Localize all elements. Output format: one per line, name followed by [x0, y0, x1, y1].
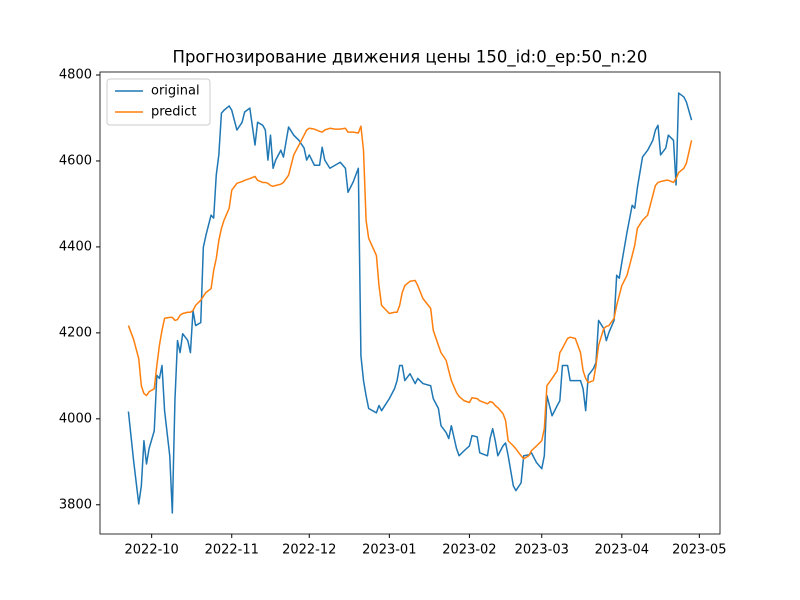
- y-tick-label: 4400: [59, 239, 92, 254]
- x-tick-label: 2023-03: [515, 543, 569, 558]
- data-line: [127, 92, 693, 514]
- plot-frame: [99, 71, 721, 535]
- x-tick-label: 2022-10: [125, 543, 179, 558]
- legend-label: original: [151, 84, 200, 99]
- x-tick-label: 2022-12: [282, 543, 336, 558]
- x-tick-label: 2023-02: [442, 543, 496, 558]
- x-tick-label: 2023-04: [595, 543, 649, 558]
- y-tick-label: 4200: [59, 325, 92, 340]
- chart-title: Прогнозирование движения цены 150_id:0_e…: [173, 48, 648, 68]
- y-tick-label: 4800: [59, 68, 92, 83]
- y-tick-label: 4600: [59, 153, 92, 168]
- data-line: [127, 125, 693, 460]
- y-tick-label: 3800: [59, 497, 92, 512]
- legend-label: predict: [151, 105, 196, 120]
- x-tick-label: 2023-01: [362, 543, 416, 558]
- x-tick-label: 2023-05: [672, 543, 726, 558]
- y-tick-label: 4000: [59, 411, 92, 426]
- x-tick-label: 2022-11: [205, 543, 259, 558]
